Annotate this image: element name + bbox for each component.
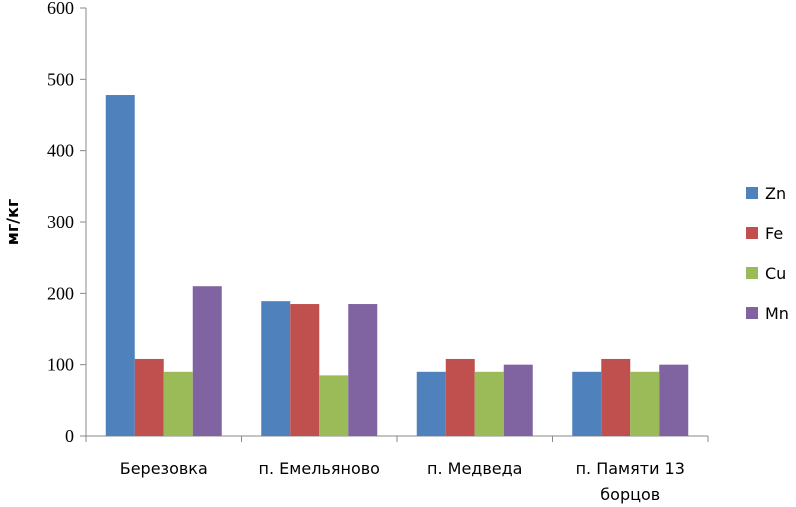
- legend-label-fe: Fe: [765, 224, 783, 243]
- x-tick-label: п. Памяти 13: [576, 459, 685, 478]
- x-tick-label: п. Медведа: [427, 459, 522, 478]
- bar-mn-1: [348, 304, 378, 436]
- bar-fe-1: [290, 304, 320, 436]
- bar-zn-1: [261, 301, 291, 436]
- labels: Березовка п. Емельяново п. Медведа п. Памят…: [120, 459, 685, 504]
- x-tick-label: борцов: [600, 485, 660, 504]
- bar-fe-3: [601, 358, 631, 436]
- legend-label-cu: Cu: [765, 264, 786, 283]
- y-tick-label: 200: [47, 283, 74, 303]
- y-tick-label: 500: [47, 69, 74, 89]
- legend-swatch-zn: [746, 187, 758, 199]
- axes: 0 100 200 300 400 500 600: [47, 0, 709, 446]
- legend: Zn Fe Cu Mn: [746, 184, 789, 323]
- bars: [105, 95, 689, 436]
- bar-cu-1: [319, 375, 349, 436]
- y-tick-label: 0: [65, 426, 74, 446]
- legend-label-mn: Mn: [765, 304, 789, 323]
- x-tick-label: Березовка: [120, 459, 208, 478]
- bar-cu-2: [474, 371, 504, 436]
- bar-mn-0: [192, 286, 222, 436]
- bar-zn-3: [572, 371, 602, 436]
- x-tick-label: п. Емельяново: [259, 459, 380, 478]
- y-tick-label: 100: [47, 355, 74, 375]
- bar-zn-2: [416, 371, 446, 436]
- legend-swatch-fe: [746, 227, 758, 239]
- y-tick-label: 400: [47, 141, 74, 161]
- bar-cu-3: [630, 371, 660, 436]
- y-axis-label: мг/кг: [3, 199, 22, 246]
- bar-mn-2: [503, 364, 533, 436]
- y-tick-label: 300: [47, 212, 74, 232]
- y-tick-label: 600: [47, 0, 74, 18]
- bar-fe-2: [445, 358, 475, 436]
- bar-mn-3: [659, 364, 689, 436]
- legend-swatch-cu: [746, 267, 758, 279]
- bar-fe-0: [134, 358, 164, 436]
- legend-label-zn: Zn: [765, 184, 786, 203]
- legend-swatch-mn: [746, 307, 758, 319]
- bar-cu-0: [163, 371, 193, 436]
- bar-zn-0: [105, 95, 135, 436]
